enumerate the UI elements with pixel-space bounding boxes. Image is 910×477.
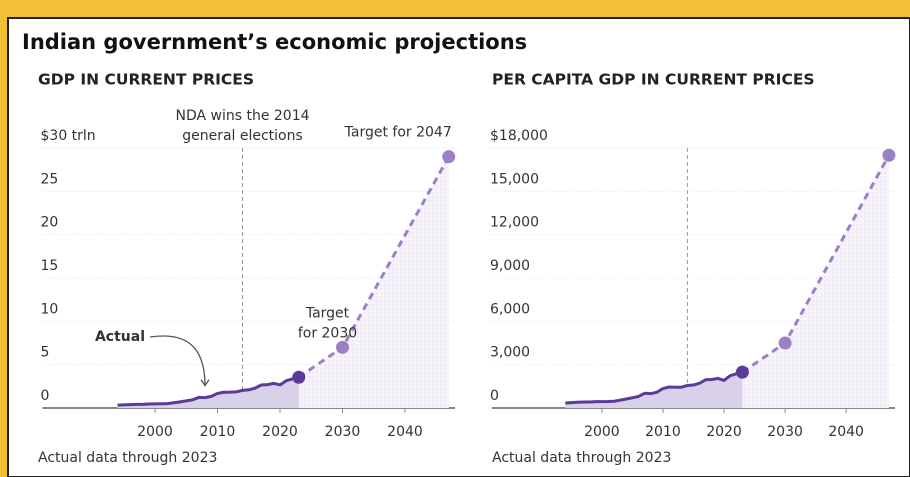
actual-area xyxy=(117,377,299,408)
target-label: Target xyxy=(305,305,350,321)
y-tick-label: 5 xyxy=(41,345,50,361)
chart-subtitle: GDP IN CURRENT PRICES xyxy=(38,71,254,89)
page-title: Indian government’s economic projections xyxy=(22,30,527,54)
y-tick-label: 20 xyxy=(41,215,59,231)
actual-end-dot xyxy=(292,370,306,384)
actual-area xyxy=(565,372,743,408)
series-label: Actual xyxy=(95,329,145,345)
y-tick-label: 10 xyxy=(41,301,59,317)
actual-end-dot xyxy=(735,365,749,379)
target-dot xyxy=(778,336,792,350)
x-tick-label: 2020 xyxy=(262,424,298,440)
x-tick-label: 2020 xyxy=(706,424,742,440)
y-tick-label: 0 xyxy=(490,388,499,404)
y-tick-label: 25 xyxy=(41,171,59,187)
arrow-head xyxy=(200,379,210,387)
y-tick-label: 15,000 xyxy=(490,171,539,187)
x-tick-label: 2030 xyxy=(767,424,803,440)
x-tick-label: 2030 xyxy=(325,424,361,440)
event-label: NDA wins the 2014 xyxy=(175,108,309,124)
target-label: for 2030 xyxy=(298,325,357,341)
x-tick-label: 2010 xyxy=(200,424,236,440)
y-tick-label: 9,000 xyxy=(490,258,530,274)
projection-area xyxy=(298,156,449,408)
y-tick-label: $30 trln xyxy=(41,128,96,144)
actual-line xyxy=(117,375,300,407)
annotation-arrow xyxy=(149,335,206,386)
event-label: general elections xyxy=(182,128,303,144)
y-tick-label: 12,000 xyxy=(490,215,539,231)
target-dot xyxy=(336,340,349,354)
x-tick-label: 2010 xyxy=(645,424,681,440)
y-tick-label: 6,000 xyxy=(490,301,530,317)
chart-subtitle: PER CAPITA GDP IN CURRENT PRICES xyxy=(492,71,815,89)
x-tick-label: 2040 xyxy=(828,424,864,440)
x-tick-label: 2040 xyxy=(387,424,423,440)
target-label: Target for 2047 xyxy=(344,125,452,141)
target-dot xyxy=(882,148,896,162)
projection-area xyxy=(742,155,889,408)
y-tick-label: 15 xyxy=(41,258,59,274)
y-tick-label: 0 xyxy=(41,388,50,404)
footnote: Actual data through 2023 xyxy=(38,450,217,466)
y-tick-label: $18,000 xyxy=(490,128,548,144)
footnote: Actual data through 2023 xyxy=(492,450,671,466)
y-tick-label: 3,000 xyxy=(490,345,530,361)
x-tick-label: 2000 xyxy=(584,424,620,440)
x-tick-label: 2000 xyxy=(137,424,173,440)
target-dot xyxy=(442,150,456,164)
actual-line xyxy=(565,370,743,405)
